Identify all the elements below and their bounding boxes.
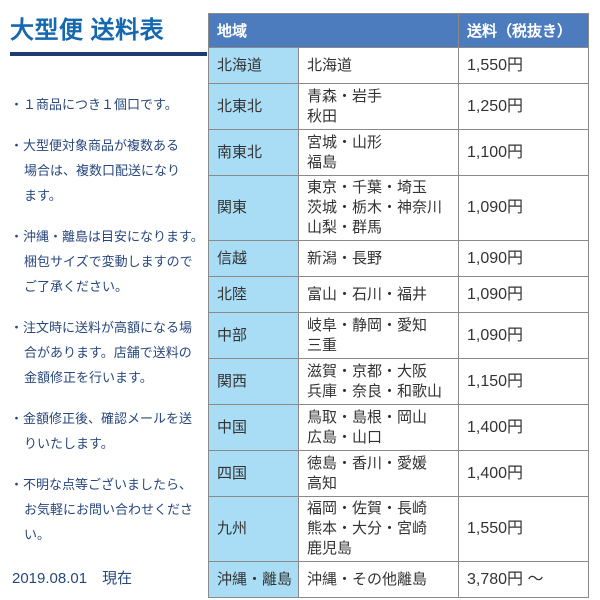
fee-cell: 1,090円 xyxy=(458,276,590,313)
header-region-label: 地域 xyxy=(207,13,460,48)
region-cell: 九州 xyxy=(208,496,299,562)
fee-cell: 1,100円 xyxy=(458,129,590,176)
title-underline xyxy=(10,52,207,56)
region-cell: 北東北 xyxy=(208,83,299,130)
note-item: ・沖縄・離島は目安になります。 梱包サイズで変動しますので ご了承ください。 xyxy=(10,229,204,294)
region-cell: 沖縄・離島 xyxy=(208,561,299,598)
fee-cell: 1,400円 xyxy=(458,450,590,497)
region-cell: 四国 xyxy=(208,450,299,497)
date-stamp: 2019.08.01 現在 xyxy=(12,570,133,587)
fee-cell: 3,780円 ～ xyxy=(458,561,590,598)
table-row: 中国 鳥取・島根・岡山 広島・山口 1,400円 xyxy=(208,404,590,451)
prefectures-cell: 徳島・香川・愛媛 高知 xyxy=(297,450,460,497)
region-cell: 北海道 xyxy=(208,47,299,84)
table-row: 四国 徳島・香川・愛媛 高知 1,400円 xyxy=(208,450,590,497)
left-panel: 大型便 送料表 ・１商品につき１個口です。・大型便対象商品が複数ある 場合は、複数… xyxy=(10,10,208,563)
table-row: 中部 岐阜・静岡・愛知 三重 1,090円 xyxy=(208,312,590,359)
region-cell: 北陸 xyxy=(208,276,299,313)
fee-cell: 1,400円 xyxy=(458,404,590,451)
shipping-fee-table: 地域 送料（税抜き） 北海道 北海道 1,550円 北東北 青森・岩手 秋田 1,250円南… xyxy=(207,13,590,598)
page-title: 大型便 送料表 xyxy=(10,17,165,44)
table-row: 関東 東京・千葉・埼玉 茨城・栃木・神奈川 山梨・群馬 1,090円 xyxy=(208,175,590,241)
prefectures-cell: 滋賀・京都・大阪 兵庫・奈良・和歌山 xyxy=(297,358,460,405)
region-cell: 南東北 xyxy=(208,129,299,176)
prefectures-cell: 岐阜・静岡・愛知 三重 xyxy=(297,312,460,359)
region-cell: 中部 xyxy=(208,312,299,359)
table-row: 関西 滋賀・京都・大阪 兵庫・奈良・和歌山 1,150円 xyxy=(208,358,590,405)
fee-cell: 1,090円 xyxy=(458,312,590,359)
region-cell: 関東 xyxy=(208,175,299,241)
region-cell: 関西 xyxy=(208,358,299,405)
fee-cell: 1,550円 xyxy=(458,47,590,84)
prefectures-cell: 鳥取・島根・岡山 広島・山口 xyxy=(297,404,460,451)
prefectures-cell: 富山・石川・福井 xyxy=(297,276,460,313)
prefectures-cell: 新潟・長野 xyxy=(297,240,460,277)
table-row: 北海道 北海道 1,550円 xyxy=(208,47,590,84)
prefectures-cell: 宮城・山形 福島 xyxy=(297,129,460,176)
region-cell: 中国 xyxy=(208,404,299,451)
note-item: ・金額修正後、確認メールを送 りいたします。 xyxy=(10,411,193,451)
region-cell: 信越 xyxy=(208,240,299,277)
fee-cell: 1,250円 xyxy=(458,83,590,130)
table-body: 北海道 北海道 1,550円 北東北 青森・岩手 秋田 1,250円 南東北 宮城・山形 福島 1,… xyxy=(208,47,590,598)
prefectures-cell: 北海道 xyxy=(297,47,460,84)
header-fee-label: 送料（税抜き） xyxy=(458,13,590,48)
prefectures-cell: 福岡・佐賀・長崎 熊本・大分・宮崎 鹿児島 xyxy=(297,496,460,562)
table-row: 九州 福岡・佐賀・長崎 熊本・大分・宮崎 鹿児島 1,550円 xyxy=(208,496,590,562)
note-item: ・大型便対象商品が複数ある 場合は、複数口配送になり ます。 xyxy=(10,138,181,203)
table-header-row: 地域 送料（税抜き） xyxy=(207,13,590,48)
note-item: ・１商品につき１個口です。 xyxy=(10,97,178,112)
fee-cell: 1,550円 xyxy=(458,496,590,562)
fee-cell: 1,090円 xyxy=(458,240,590,277)
table-row: 南東北 宮城・山形 福島 1,100円 xyxy=(208,129,590,176)
notes-list: ・１商品につき１個口です。・大型便対象商品が複数ある 場合は、複数口配送になり ます… xyxy=(10,92,208,547)
table-row: 信越 新潟・長野 1,090円 xyxy=(208,240,590,277)
prefectures-cell: 東京・千葉・埼玉 茨城・栃木・神奈川 山梨・群馬 xyxy=(297,175,460,241)
note-item: ・注文時に送料が高額になる場 合があります。店舗で送料の 金額修正を行います。 xyxy=(10,320,193,385)
table-row: 北陸 富山・石川・福井 1,090円 xyxy=(208,276,590,313)
table-row: 北東北 青森・岩手 秋田 1,250円 xyxy=(208,83,590,130)
fee-cell: 1,090円 xyxy=(458,175,590,241)
note-item: ・不明な点等ございましたら、 お気軽にお問い合わせください。 xyxy=(10,477,194,542)
prefectures-cell: 青森・岩手 秋田 xyxy=(297,83,460,130)
table-row: 沖縄・離島 沖縄・その他離島 3,780円 ～ xyxy=(208,561,590,598)
fee-cell: 1,150円 xyxy=(458,358,590,405)
prefectures-cell: 沖縄・その他離島 xyxy=(297,561,460,598)
